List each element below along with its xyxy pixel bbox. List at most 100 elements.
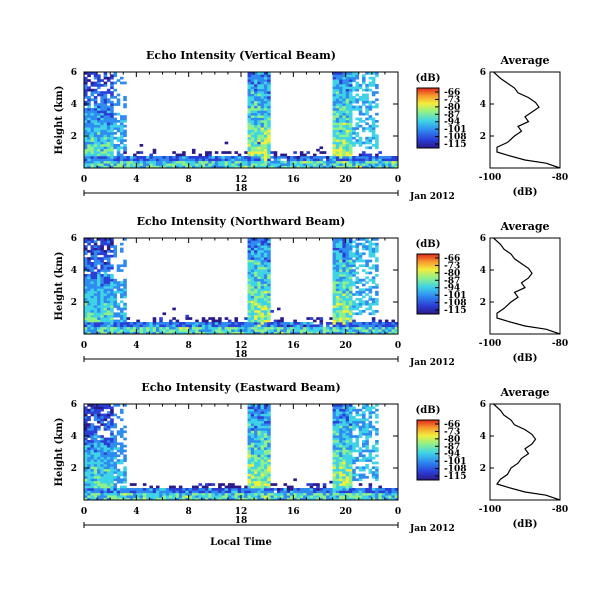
heatmap-cell: [299, 324, 304, 328]
heatmap-cell: [250, 269, 255, 272]
heatmap-cell: [345, 117, 350, 121]
heatmap-cell: [103, 413, 108, 417]
heatmap-cell: [362, 495, 366, 498]
heatmap-cell: [306, 488, 310, 491]
heatmap-cell: [342, 473, 346, 477]
heatmap-cell: [345, 129, 350, 133]
heatmap-cell: [195, 156, 199, 159]
heatmap-cell: [87, 495, 91, 498]
heatmap-cell: [113, 286, 118, 289]
heatmap-cell: [93, 81, 98, 85]
heatmap-cell: [362, 310, 366, 313]
heatmap-cell: [175, 324, 180, 328]
heatmap-cell: [257, 420, 261, 424]
heatmap-cell: [257, 129, 261, 133]
heatmap-cell: [250, 497, 255, 501]
heatmap-cell: [381, 497, 386, 501]
heatmap-cell: [188, 165, 193, 169]
heatmap-cell: [175, 495, 180, 498]
heatmap-cell: [260, 295, 265, 299]
heatmap-cell: [348, 459, 353, 462]
heatmap-cell: [87, 435, 91, 438]
heatmap-cell: [250, 257, 255, 260]
heatmap-cell: [365, 88, 369, 92]
heatmap-cell: [87, 103, 91, 106]
heatmap-cell: [335, 242, 340, 246]
heatmap-cell: [257, 454, 261, 458]
heatmap-cell: [358, 257, 363, 260]
heatmap-cell: [257, 298, 261, 301]
heatmap-cell: [221, 158, 225, 162]
heatmap-cell: [93, 100, 98, 104]
heatmap-cell: [146, 488, 150, 491]
heatmap-cell: [319, 329, 324, 332]
heatmap-cell: [316, 495, 320, 498]
heatmap-cell: [260, 76, 265, 80]
heatmap-cell: [84, 148, 88, 152]
heatmap-cell: [332, 447, 337, 450]
heatmap-cell: [339, 326, 343, 330]
heatmap-cell: [316, 163, 320, 166]
heatmap-cell: [296, 158, 301, 162]
heatmap-cell: [257, 141, 261, 145]
heatmap-cell: [273, 329, 278, 332]
heatmap-cell: [299, 488, 304, 491]
heatmap-cell: [335, 471, 340, 474]
heatmap-cell: [267, 91, 271, 94]
heatmap-cell: [391, 322, 396, 325]
heatmap-cell: [332, 476, 337, 479]
heatmap-cell: [106, 488, 111, 491]
heatmap-cell: [84, 492, 88, 496]
heatmap-cell: [267, 242, 271, 246]
heatmap-cell: [332, 485, 337, 489]
heatmap-cell: [119, 497, 124, 501]
heatmap-cell: [247, 266, 252, 270]
heatmap-cell: [345, 259, 350, 263]
heatmap-cell: [90, 254, 95, 258]
heatmap-cell: [263, 483, 268, 486]
heatmap-cell: [371, 144, 376, 147]
heatmap-cell: [394, 322, 399, 325]
heatmap-cell: [106, 478, 111, 482]
heatmap-cell: [247, 423, 252, 426]
heatmap-cell: [335, 153, 340, 157]
heatmap-cell: [244, 495, 248, 498]
heatmap-cell: [348, 98, 353, 102]
heatmap-cell: [198, 490, 203, 494]
heatmap-cell: [178, 497, 183, 501]
heatmap-cell: [342, 105, 346, 109]
heatmap-cell: [191, 497, 196, 501]
heatmap-cell: [322, 326, 327, 330]
heatmap-cell: [257, 264, 261, 268]
heatmap-cell: [244, 322, 248, 325]
heatmap-cell: [113, 476, 118, 479]
heatmap-cell: [247, 432, 252, 436]
heatmap-cell: [100, 240, 104, 244]
heatmap-cell: [97, 112, 101, 116]
heatmap-cell: [97, 295, 101, 299]
heatmap-cell: [214, 156, 219, 159]
heatmap-cell: [178, 485, 183, 489]
heatmap-cell: [332, 454, 337, 458]
heatmap-cell: [345, 103, 350, 106]
heatmap-cell: [355, 442, 360, 446]
heatmap-cell: [381, 322, 386, 325]
heatmap-cell: [100, 245, 104, 248]
heatmap-cell: [365, 495, 369, 498]
heatmap-cell: [90, 331, 95, 335]
colorbar-tick-label: -66: [444, 254, 460, 264]
heatmap-cell: [119, 490, 124, 494]
heatmap-cell: [211, 488, 216, 491]
heatmap-cell: [84, 437, 88, 441]
heatmap-cell: [116, 269, 121, 272]
heatmap-cell: [348, 274, 353, 277]
heatmap-cell: [244, 329, 248, 332]
heatmap-cell: [106, 274, 111, 277]
heatmap-cell: [342, 464, 346, 467]
heatmap-cell: [332, 74, 337, 78]
heatmap-cell: [106, 420, 111, 424]
profile-y-tick-label: 6: [480, 68, 486, 78]
heatmap-cell: [358, 418, 363, 422]
heatmap-cell: [97, 312, 101, 316]
heatmap-cell: [371, 310, 376, 313]
